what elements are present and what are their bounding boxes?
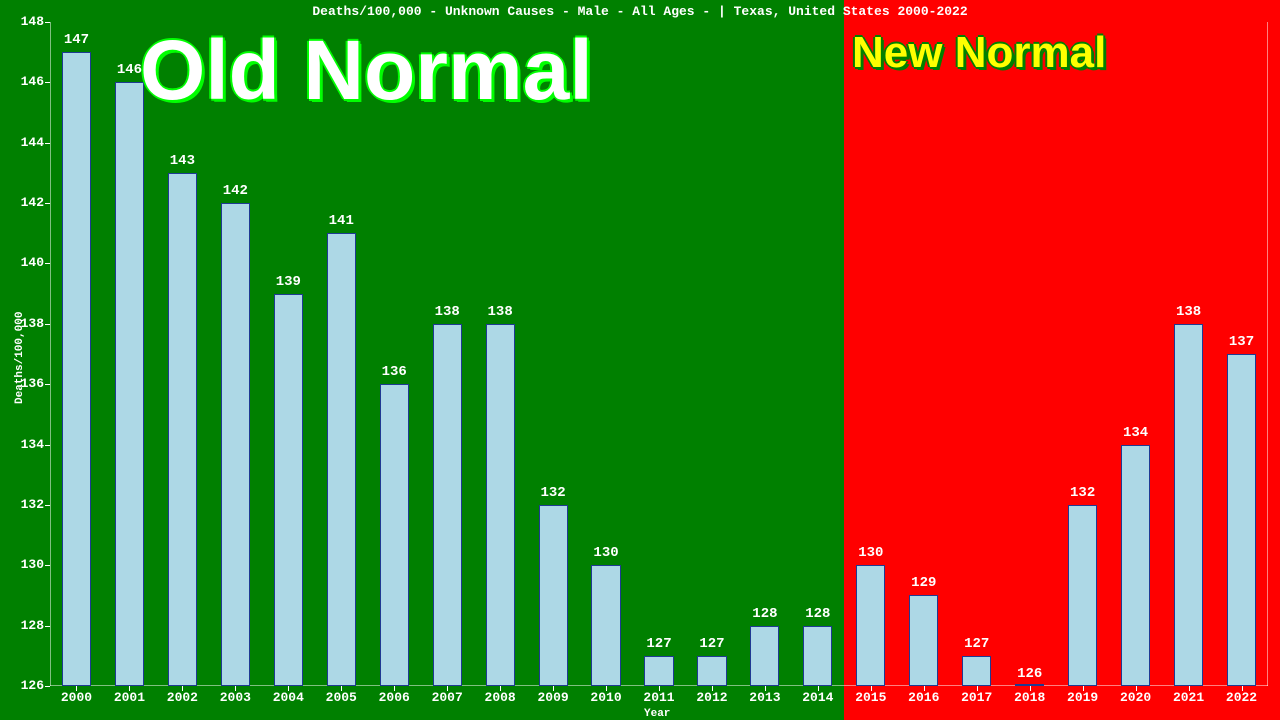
bar	[486, 324, 515, 686]
bar-value-label: 130	[586, 545, 626, 561]
y-tick-mark	[45, 626, 50, 627]
bar	[697, 656, 726, 686]
y-tick-label: 134	[10, 437, 44, 452]
y-tick-label: 128	[10, 618, 44, 633]
bar	[644, 656, 673, 686]
x-tick-label: 2012	[688, 690, 736, 705]
bar	[1227, 354, 1256, 686]
x-tick-label: 2014	[794, 690, 842, 705]
overlay-new-normal: New Normal	[852, 28, 1106, 78]
bar	[962, 656, 991, 686]
y-tick-mark	[45, 22, 50, 23]
bar-value-label: 127	[639, 636, 679, 652]
x-tick-label: 2019	[1059, 690, 1107, 705]
x-tick-label: 2005	[317, 690, 365, 705]
bar	[115, 82, 144, 686]
bar	[168, 173, 197, 686]
bar	[221, 203, 250, 686]
bar	[591, 565, 620, 686]
bar-value-label: 132	[1063, 485, 1103, 501]
x-tick-label: 2003	[211, 690, 259, 705]
chart-stage: Deaths/100,000 - Unknown Causes - Male -…	[0, 0, 1280, 720]
y-tick-mark	[45, 505, 50, 506]
x-tick-label: 2001	[105, 690, 153, 705]
bar	[1068, 505, 1097, 686]
y-tick-mark	[45, 324, 50, 325]
plot-area	[50, 22, 1268, 686]
bar-value-label: 134	[1116, 425, 1156, 441]
x-tick-label: 2006	[370, 690, 418, 705]
x-tick-label: 2022	[1218, 690, 1266, 705]
y-tick-mark	[45, 384, 50, 385]
bar-value-label: 126	[1010, 666, 1050, 682]
x-tick-label: 2020	[1112, 690, 1160, 705]
y-tick-label: 140	[10, 255, 44, 270]
x-tick-label: 2021	[1165, 690, 1213, 705]
x-tick-label: 2018	[1006, 690, 1054, 705]
bar	[539, 505, 568, 686]
x-tick-label: 2008	[476, 690, 524, 705]
bar-value-label: 130	[851, 545, 891, 561]
bar	[750, 626, 779, 686]
bar-value-label: 138	[427, 304, 467, 320]
overlay-old-normal: Old Normal	[140, 22, 593, 119]
y-tick-mark	[45, 263, 50, 264]
bar	[274, 294, 303, 686]
y-tick-label: 144	[10, 135, 44, 150]
x-tick-label: 2000	[52, 690, 100, 705]
bar	[62, 52, 91, 686]
y-tick-mark	[45, 203, 50, 204]
bar-value-label: 141	[321, 213, 361, 229]
y-tick-mark	[45, 143, 50, 144]
y-tick-mark	[45, 445, 50, 446]
bar-value-label: 127	[692, 636, 732, 652]
bar-value-label: 139	[268, 274, 308, 290]
bar-value-label: 129	[904, 575, 944, 591]
chart-title: Deaths/100,000 - Unknown Causes - Male -…	[0, 4, 1280, 19]
bar-value-label: 147	[56, 32, 96, 48]
bar	[433, 324, 462, 686]
bar-value-label: 143	[162, 153, 202, 169]
x-tick-label: 2011	[635, 690, 683, 705]
x-tick-label: 2009	[529, 690, 577, 705]
x-tick-label: 2007	[423, 690, 471, 705]
y-axis-label: Deaths/100,000	[14, 312, 26, 404]
bar-value-label: 128	[745, 606, 785, 622]
x-tick-label: 2016	[900, 690, 948, 705]
x-tick-label: 2002	[158, 690, 206, 705]
y-tick-label: 142	[10, 195, 44, 210]
bar-value-label: 138	[480, 304, 520, 320]
x-tick-label: 2017	[953, 690, 1001, 705]
bar-value-label: 132	[533, 485, 573, 501]
bar	[856, 565, 885, 686]
x-tick-label: 2013	[741, 690, 789, 705]
y-tick-mark	[45, 686, 50, 687]
bar-value-label: 128	[798, 606, 838, 622]
y-tick-mark	[45, 82, 50, 83]
y-tick-label: 126	[10, 678, 44, 693]
x-tick-label: 2004	[264, 690, 312, 705]
x-tick-label: 2010	[582, 690, 630, 705]
bar-value-label: 142	[215, 183, 255, 199]
y-tick-mark	[45, 565, 50, 566]
bar	[909, 595, 938, 686]
x-axis-label: Year	[644, 708, 670, 720]
x-tick-label: 2015	[847, 690, 895, 705]
bar-value-label: 127	[957, 636, 997, 652]
bar	[380, 384, 409, 686]
bar	[803, 626, 832, 686]
bar	[1174, 324, 1203, 686]
y-tick-label: 130	[10, 557, 44, 572]
bar-value-label: 138	[1169, 304, 1209, 320]
bar-value-label: 137	[1222, 334, 1262, 350]
bar	[1121, 445, 1150, 686]
y-tick-label: 146	[10, 74, 44, 89]
bar	[327, 233, 356, 686]
y-tick-label: 132	[10, 497, 44, 512]
bar-value-label: 136	[374, 364, 414, 380]
